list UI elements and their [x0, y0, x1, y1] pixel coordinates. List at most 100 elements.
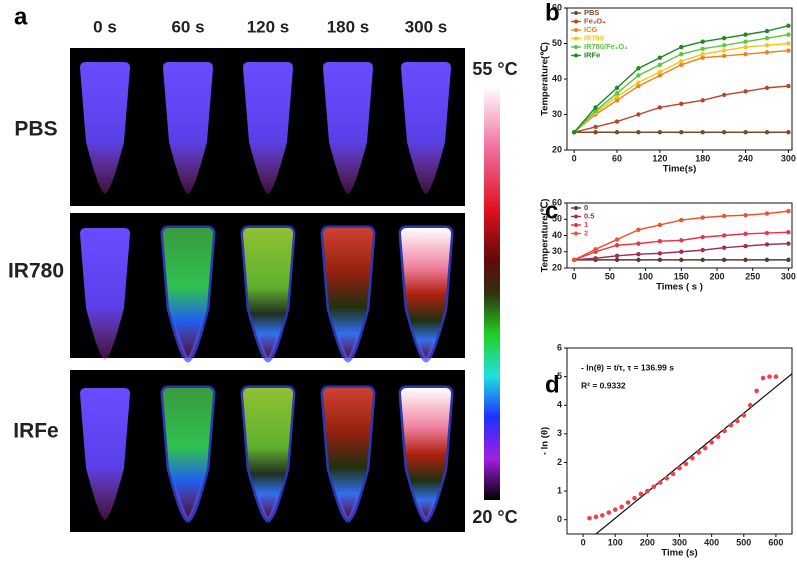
data-point	[764, 28, 770, 34]
data-point	[636, 73, 641, 78]
y-tick-label: 1	[557, 485, 562, 495]
x-tick-label: 300	[781, 271, 796, 281]
x-tick-label: 200	[640, 537, 655, 547]
data-point	[743, 44, 748, 50]
data-point	[657, 62, 663, 67]
x-tick-label: 300	[781, 153, 796, 163]
x-tick-label: 400	[704, 537, 719, 547]
data-point	[764, 130, 770, 135]
y-tick-label: 50	[552, 38, 562, 48]
data-point	[683, 461, 689, 467]
data-point	[696, 450, 702, 455]
data-point	[593, 108, 598, 114]
data-point	[636, 80, 641, 85]
data-point	[700, 39, 705, 44]
legend-label: 1	[584, 220, 588, 229]
data-point	[764, 257, 770, 263]
legend-marker	[574, 231, 578, 236]
data-point	[760, 375, 766, 381]
y-tick-label: 40	[552, 230, 562, 240]
data-point	[764, 35, 770, 41]
legend-label: Fe₃O₄	[584, 16, 606, 25]
legend-marker	[574, 28, 578, 32]
data-point	[587, 515, 592, 521]
data-point	[700, 98, 705, 103]
data-point	[614, 257, 620, 263]
x-tick-label: 300	[672, 537, 687, 547]
data-point	[743, 51, 748, 57]
data-point	[657, 238, 663, 244]
x-tick-label: 200	[709, 271, 724, 281]
data-point	[657, 480, 663, 485]
row-label: IRFe	[13, 420, 59, 443]
tube	[243, 388, 293, 520]
y-axis-label: Temperature(℃)	[540, 42, 551, 116]
data-point	[721, 35, 727, 41]
data-point	[721, 257, 727, 263]
y-tick-label: 50	[552, 214, 562, 224]
legend-label: PBS	[584, 8, 599, 17]
data-point	[786, 130, 791, 135]
data-point	[721, 48, 727, 53]
data-point	[679, 101, 684, 107]
panel-label: c	[545, 197, 558, 224]
x-tick-label: 240	[738, 153, 753, 163]
legend-marker	[574, 45, 578, 49]
legend-marker	[574, 223, 578, 227]
data-point	[614, 237, 620, 242]
tube	[401, 62, 451, 194]
data-point	[657, 73, 663, 78]
x-tick-label: 250	[745, 271, 760, 281]
tube	[323, 228, 373, 360]
legend-marker	[574, 214, 578, 219]
data-point	[786, 48, 791, 53]
scale-min: 20 °C	[472, 507, 517, 527]
data-point	[664, 475, 669, 481]
data-point	[679, 59, 684, 64]
data-point	[593, 105, 598, 110]
y-tick-label: 20	[552, 262, 562, 272]
tube	[163, 62, 213, 194]
data-point	[767, 374, 772, 379]
data-point	[614, 253, 620, 259]
fit-line	[595, 373, 793, 535]
data-point	[657, 222, 663, 228]
data-point	[700, 46, 705, 52]
data-point	[743, 212, 748, 218]
legend-label: IR780	[584, 33, 604, 42]
data-point	[636, 83, 641, 89]
data-point	[721, 92, 727, 98]
data-point	[786, 23, 791, 28]
y-tick-label: 60	[552, 197, 562, 207]
data-point	[612, 507, 618, 512]
data-point	[614, 94, 620, 99]
data-point	[636, 66, 641, 71]
data-point	[700, 215, 705, 220]
y-tick-label: 40	[552, 73, 562, 83]
data-point	[593, 124, 598, 130]
data-point	[764, 242, 770, 247]
tube	[163, 228, 213, 360]
data-point	[690, 455, 695, 461]
data-point	[786, 32, 791, 37]
data-point	[593, 130, 598, 135]
legend-label: IR780/Fe₃O₄	[584, 42, 628, 51]
x-tick-label: 0	[581, 537, 586, 547]
x-tick-label: 100	[608, 537, 623, 547]
x-tick-label: 150	[674, 271, 689, 281]
y-tick-label: 0	[557, 514, 562, 524]
data-point	[614, 130, 620, 135]
data-point	[700, 234, 705, 240]
data-point	[679, 257, 684, 263]
x-tick-label: 500	[736, 537, 751, 547]
data-point	[636, 257, 641, 263]
legend-label: 0	[584, 203, 588, 212]
data-point	[715, 434, 721, 440]
plot-frame	[566, 347, 793, 535]
data-point	[741, 412, 747, 418]
x-axis-label: Time(s)	[663, 164, 697, 175]
data-point	[636, 251, 641, 257]
y-tick-label: 60	[552, 2, 562, 12]
panel-label: d	[545, 371, 560, 398]
